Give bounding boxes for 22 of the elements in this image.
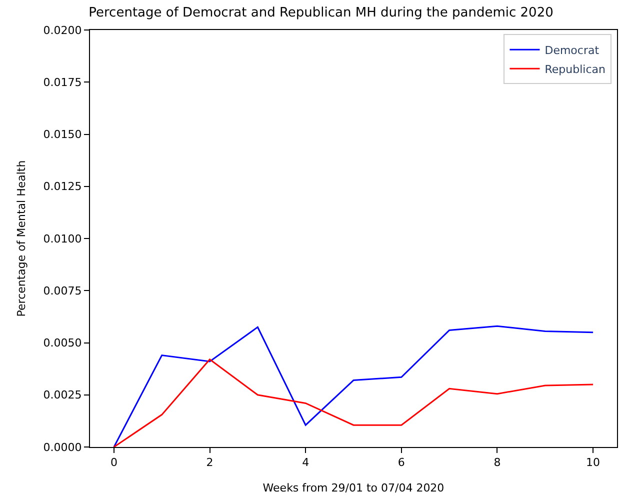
- x-tick-label: 6: [398, 456, 405, 470]
- line-series: [113, 358, 594, 447]
- y-tick-label: 0.0200: [43, 24, 82, 37]
- y-tick-label: 0.0075: [43, 284, 82, 298]
- x-tick-label: 4: [302, 456, 310, 470]
- y-tick-label: 0.0050: [43, 336, 82, 350]
- x-tick-label: 10: [586, 456, 600, 470]
- x-axis-title: Weeks from 29/01 to 07/04 2020: [262, 481, 444, 494]
- y-tick-label: 0.0175: [43, 76, 82, 89]
- x-tick-label: 8: [494, 456, 501, 470]
- legend-label: Republican: [544, 62, 606, 76]
- y-tick-label: 0.0125: [43, 180, 82, 194]
- line-series: [113, 325, 594, 447]
- y-tick-label: 0.0000: [43, 440, 82, 454]
- y-tick-label: 0.0150: [43, 128, 82, 142]
- legend-label: Democrat: [544, 44, 600, 57]
- y-tick-label: 0.0100: [43, 232, 82, 246]
- y-axis-title: Percentage of Mental Health: [14, 160, 28, 317]
- x-tick-label: 0: [110, 456, 118, 470]
- x-tick-label: 2: [206, 456, 214, 470]
- y-tick-label: 0.0025: [43, 388, 82, 402]
- chart-title: Percentage of Democrat and Republican MH during the pandemic 2020: [88, 6, 554, 21]
